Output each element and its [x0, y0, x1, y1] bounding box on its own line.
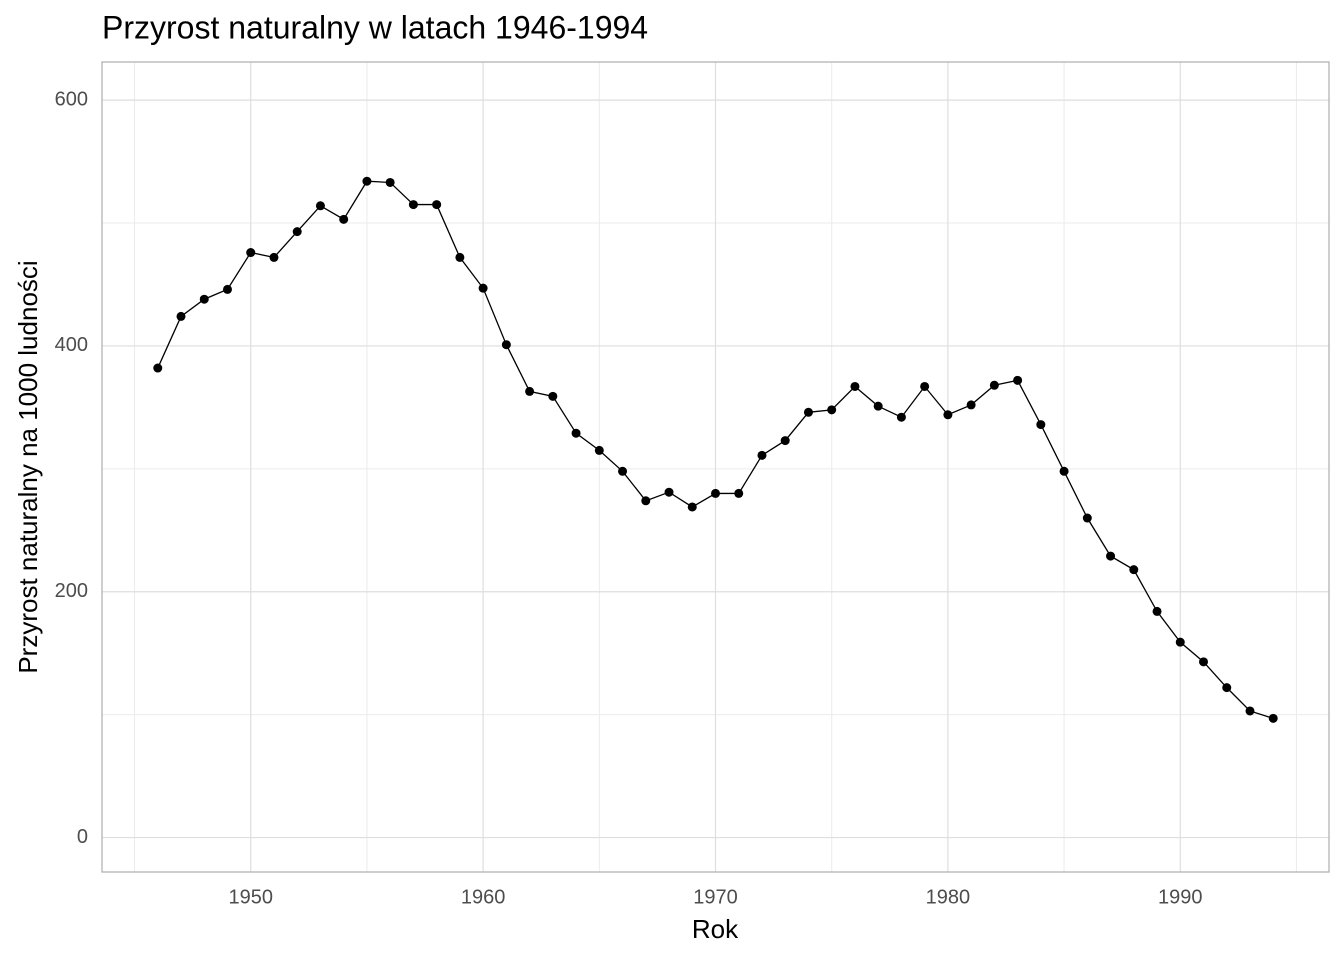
data-point [153, 363, 163, 373]
y-tick-label: 0 [77, 826, 88, 848]
data-point [292, 227, 302, 237]
chart-title: Przyrost naturalny w latach 1946-1994 [102, 9, 648, 45]
data-point [1245, 706, 1255, 716]
data-point [269, 252, 279, 262]
data-point [641, 496, 651, 506]
data-point [362, 176, 372, 186]
y-tick-label: 600 [55, 88, 88, 110]
data-point [548, 391, 558, 401]
data-point [1268, 713, 1278, 723]
data-point [1222, 683, 1232, 693]
data-point [525, 386, 535, 396]
data-point [966, 400, 976, 410]
data-point [385, 177, 395, 187]
data-point [1106, 551, 1116, 561]
data-point [920, 381, 930, 391]
data-point [176, 311, 186, 321]
x-tick-label: 1960 [461, 886, 506, 908]
data-point [455, 252, 465, 262]
data-point [501, 340, 511, 350]
data-point [618, 466, 628, 476]
x-tick-label: 1990 [1158, 886, 1203, 908]
data-point [873, 401, 883, 411]
data-point [432, 200, 442, 210]
data-point [850, 381, 860, 391]
panel-border [101, 61, 1330, 873]
data-point [1175, 637, 1185, 647]
data-point [1199, 657, 1209, 667]
data-point [734, 488, 744, 498]
x-tick-label: 1980 [926, 886, 971, 908]
data-point [803, 407, 813, 417]
data-point [896, 412, 906, 422]
data-point [1082, 513, 1092, 523]
data-point [1059, 466, 1069, 476]
data-point [408, 200, 418, 210]
y-tick-label: 200 [55, 580, 88, 602]
x-axis-title: Rok [692, 914, 739, 944]
data-point [943, 410, 953, 420]
data-point [827, 405, 837, 415]
x-tick-label: 1950 [228, 886, 273, 908]
y-axis-title: Przyrost naturalny na 1000 ludności [13, 260, 43, 673]
data-point [780, 436, 790, 446]
data-point [222, 284, 232, 294]
data-point [478, 283, 488, 293]
data-point [339, 214, 349, 224]
data-point [1152, 606, 1162, 616]
data-point [757, 450, 767, 460]
x-tick-label: 1970 [693, 886, 738, 908]
data-point [687, 502, 697, 512]
data-point [199, 294, 209, 304]
data-point [571, 428, 581, 438]
y-tick-label: 400 [55, 334, 88, 356]
data-point [711, 488, 720, 498]
data-point [594, 445, 604, 455]
data-point [1036, 420, 1046, 430]
data-point [989, 380, 999, 390]
data-point [1129, 565, 1139, 575]
data-point [246, 248, 256, 258]
data-point [1013, 375, 1023, 385]
data-point [315, 201, 325, 211]
data-point [664, 487, 674, 497]
